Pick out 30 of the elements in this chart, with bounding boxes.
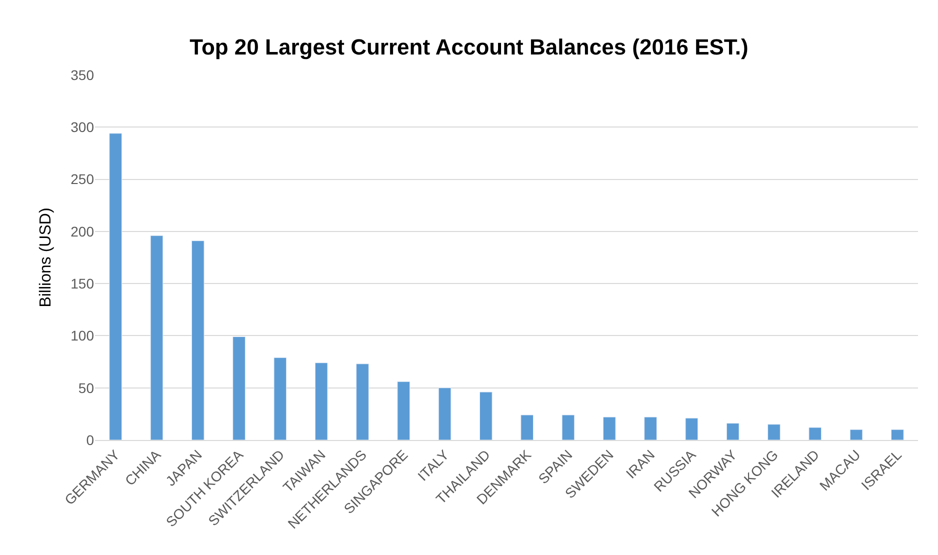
bar [891, 429, 904, 440]
bar [397, 381, 410, 440]
bar [602, 416, 616, 440]
bar [685, 418, 698, 440]
bar [480, 392, 492, 440]
bar [274, 357, 287, 440]
y-tick-label: 0 [86, 432, 94, 448]
y-tick-label: 150 [70, 275, 94, 292]
bar [644, 416, 657, 440]
bar [520, 414, 534, 440]
y-axis-title: Billions (USD) [38, 208, 55, 308]
y-tick-label: 50 [78, 380, 94, 396]
bar [314, 362, 328, 440]
bar [150, 235, 164, 440]
bar [191, 240, 204, 440]
bar [356, 364, 369, 440]
bar [562, 414, 575, 440]
y-tick-label: 300 [70, 119, 94, 136]
y-tick-label: 350 [70, 66, 94, 83]
bar [850, 429, 863, 440]
bar [726, 423, 740, 440]
y-tick-label: 100 [70, 328, 94, 344]
y-tick-label: 200 [70, 223, 94, 240]
bar [232, 336, 246, 440]
bar [438, 388, 452, 440]
bar [109, 133, 122, 440]
chart-title: Top 20 Largest Current Account Balances (2016 EST.) [190, 34, 748, 60]
bar [808, 427, 822, 440]
bar [768, 424, 780, 440]
y-tick-label: 250 [70, 171, 94, 188]
